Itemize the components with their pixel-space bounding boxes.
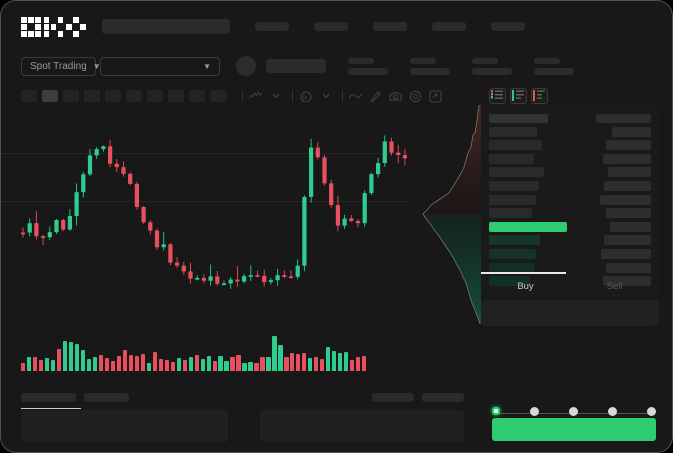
- svg-text:fx: fx: [302, 95, 307, 101]
